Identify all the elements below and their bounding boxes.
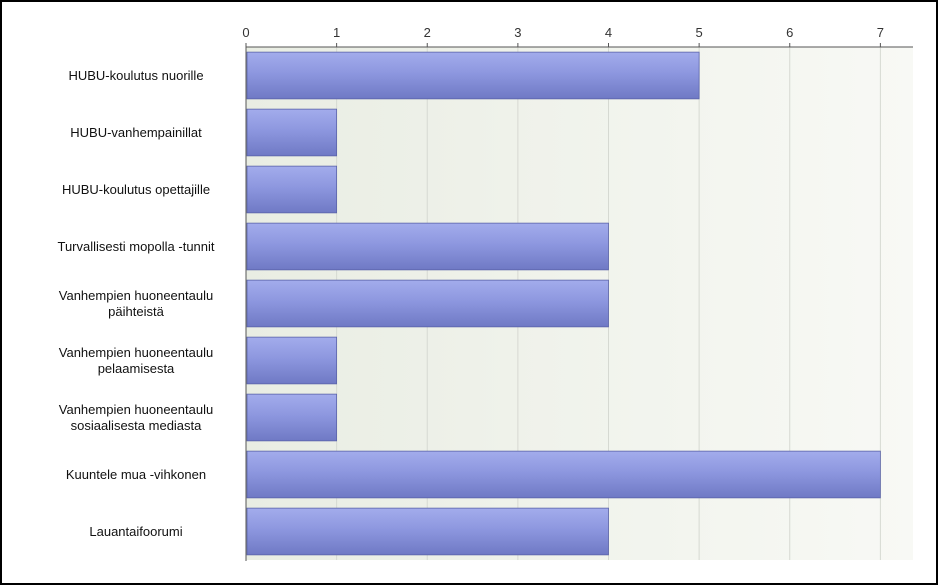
- x-tick-label: 7: [877, 25, 884, 40]
- category-label: Vanhempien huoneentaulu sosiaalisesta med…: [59, 402, 213, 433]
- x-tick-labels: 0 1 2 3 4 5 6 7: [242, 25, 884, 47]
- bar: [246, 222, 609, 271]
- bars: [246, 51, 881, 556]
- bar: [246, 165, 338, 214]
- category-labels: HUBU-koulutus nuorille HUBU-vanhempainill…: [57, 68, 214, 539]
- bar: [246, 393, 338, 442]
- bar: [246, 450, 881, 499]
- category-label: Lauantaifoorumi: [89, 524, 182, 539]
- bar: [246, 507, 609, 556]
- x-tick-label: 3: [514, 25, 521, 40]
- x-tick-label: 1: [333, 25, 340, 40]
- axes: [245, 46, 913, 561]
- bar: [246, 336, 338, 385]
- category-label: HUBU-koulutus opettajille: [62, 182, 210, 197]
- category-label: Vanhempien huoneentaulu päihteistä: [59, 288, 213, 319]
- x-tick-label: 5: [696, 25, 703, 40]
- x-tick-label: 0: [242, 25, 249, 40]
- category-label: Turvallisesti mopolla -tunnit: [57, 239, 214, 254]
- category-label: HUBU-koulutus nuorille: [68, 68, 203, 83]
- category-label: HUBU-vanhempainillat: [70, 125, 202, 140]
- x-tick-label: 6: [786, 25, 793, 40]
- bar: [246, 279, 609, 328]
- category-label: Vanhempien huoneentaulu pelaamisesta: [59, 345, 213, 376]
- bar: [246, 108, 338, 157]
- bar: [246, 51, 700, 100]
- category-label: Kuuntele mua -vihkonen: [66, 467, 206, 482]
- x-tick-label: 2: [424, 25, 431, 40]
- x-tick-label: 4: [605, 25, 612, 40]
